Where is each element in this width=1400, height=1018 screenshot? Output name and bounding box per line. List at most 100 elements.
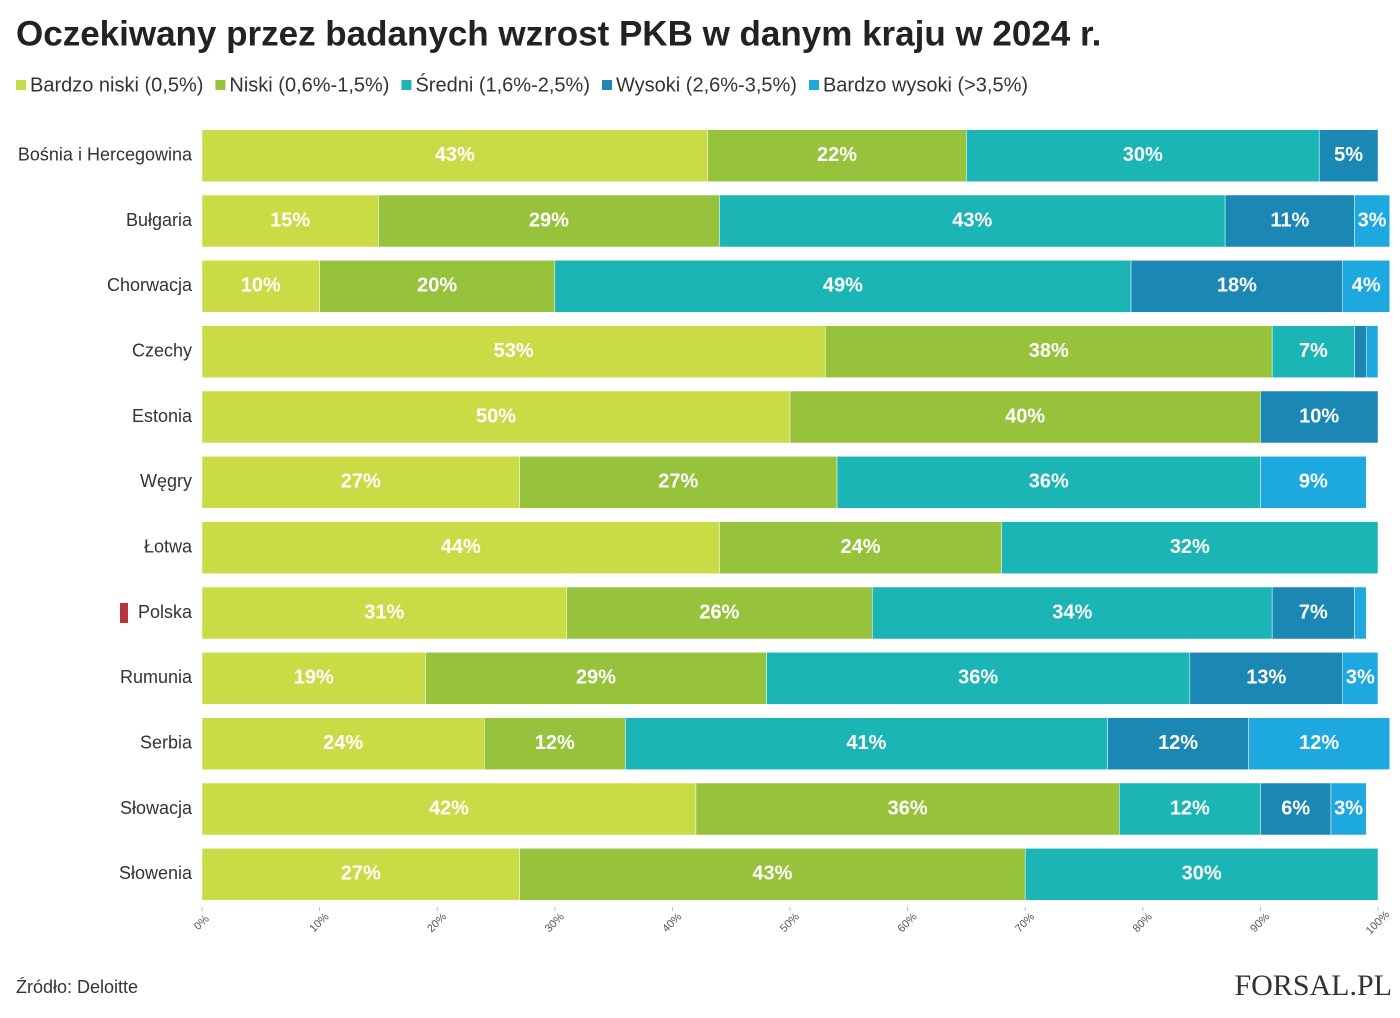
data-label: 42% (429, 797, 469, 819)
x-tick-label: 80% (1131, 911, 1155, 935)
data-label: 19% (294, 667, 334, 689)
category-label: Słowenia (119, 863, 193, 883)
category-label: Bułgaria (126, 210, 193, 230)
legend-label: Bardzo wysoki (>3,5%) (823, 74, 1028, 96)
legend-label: Niski (0,6%-1,5%) (229, 74, 389, 96)
category-label: Słowacja (120, 798, 193, 818)
data-label: 36% (888, 797, 928, 819)
x-tick-label: 100% (1364, 909, 1393, 938)
bar-segment (1271, 586, 1355, 640)
legend-swatch (401, 80, 412, 90)
data-label: 3% (1358, 209, 1387, 231)
data-label: 7% (1299, 340, 1328, 362)
data-label: 15% (270, 209, 310, 231)
x-tick-label: 60% (896, 911, 920, 935)
legend-label: Bardzo niski (0,5%) (30, 74, 203, 96)
bar-segment (201, 717, 485, 770)
bar-segment (483, 717, 626, 770)
data-label: 43% (752, 863, 792, 885)
data-label: 34% (1052, 601, 1092, 623)
category-label: Polska (138, 602, 193, 622)
data-label: 12% (1158, 732, 1198, 754)
x-tick-label: 70% (1013, 911, 1037, 935)
data-label: 36% (958, 667, 998, 689)
logo: FORSAL.PL (1234, 969, 1392, 1002)
bar-segment (554, 260, 1132, 313)
bar-segment (201, 521, 720, 574)
data-label: 32% (1170, 536, 1210, 558)
bar-segment (1354, 194, 1391, 248)
data-label: 4% (1352, 275, 1381, 297)
data-label: 30% (1123, 144, 1163, 166)
chart-title: Oczekiwany przez badanych wzrost PKB w d… (16, 14, 1101, 53)
data-label: 24% (323, 732, 363, 754)
x-tick-label: 40% (660, 911, 684, 935)
x-tick-label: 10% (308, 911, 332, 935)
bar-segment (1365, 325, 1379, 378)
data-label: 53% (494, 340, 534, 362)
bar-segment (201, 848, 520, 901)
data-label: 41% (846, 732, 886, 754)
data-label: 27% (341, 863, 381, 885)
data-label: 43% (952, 209, 992, 231)
bar-segment (707, 129, 967, 182)
bar-segment (1130, 260, 1343, 313)
x-tick-label: 20% (425, 911, 449, 935)
bar-segment (789, 390, 1261, 444)
legend-swatch (215, 80, 226, 90)
bar-segment (825, 325, 1273, 378)
category-label: Rumunia (120, 667, 193, 687)
legend-swatch (808, 80, 819, 90)
category-label: Czechy (132, 340, 192, 360)
bar-segment (766, 652, 1191, 705)
bar-segment (1354, 586, 1367, 640)
bar-segment (201, 390, 791, 444)
data-label: 29% (576, 667, 616, 689)
data-label: 40% (1005, 405, 1045, 427)
category-label: Serbia (140, 732, 193, 752)
bar-segment (201, 260, 320, 313)
bar-segment (1330, 782, 1367, 836)
legend-label: Średni (1,6%-2,5%) (415, 72, 590, 96)
legend-swatch (16, 80, 26, 90)
bar-segment (201, 456, 520, 509)
bar-segment (872, 586, 1273, 640)
data-label: 12% (1299, 732, 1339, 754)
data-label: 38% (1029, 340, 1069, 362)
bar-segment (319, 260, 556, 313)
bar-segment (1260, 782, 1332, 836)
bar-segment (201, 325, 826, 378)
category-label: Chorwacja (107, 275, 193, 295)
highlight-marker (119, 603, 128, 623)
x-tick-label: 30% (543, 911, 567, 935)
data-label: 22% (817, 144, 857, 166)
bar-segment (719, 194, 1226, 248)
bar-segment (836, 456, 1261, 509)
bar-segment (1342, 652, 1379, 705)
data-label: 18% (1217, 275, 1257, 297)
source: Źródło: Deloitte (16, 977, 138, 997)
bar-segment (201, 129, 708, 182)
bar-segment (1107, 717, 1249, 770)
data-label: 29% (529, 209, 569, 231)
category-label: Estonia (132, 406, 193, 426)
bar-segment (519, 456, 838, 509)
bar-segment (1260, 456, 1367, 509)
bar-segment (1024, 848, 1379, 901)
bar-segment (695, 782, 1120, 836)
bar-segment (1189, 652, 1343, 705)
bar-segment (719, 521, 1002, 574)
data-label: 24% (841, 536, 881, 558)
data-label: 30% (1182, 863, 1222, 885)
data-label: 31% (364, 601, 404, 623)
data-label: 10% (241, 275, 281, 297)
category-label: Łotwa (144, 536, 193, 556)
data-label: 49% (823, 275, 863, 297)
bar-segment (1271, 325, 1355, 378)
data-label: 27% (658, 471, 698, 493)
bar-segment (201, 782, 697, 836)
bar-segment (378, 194, 720, 248)
data-label: 12% (1170, 797, 1210, 819)
data-label: 11% (1270, 209, 1309, 231)
